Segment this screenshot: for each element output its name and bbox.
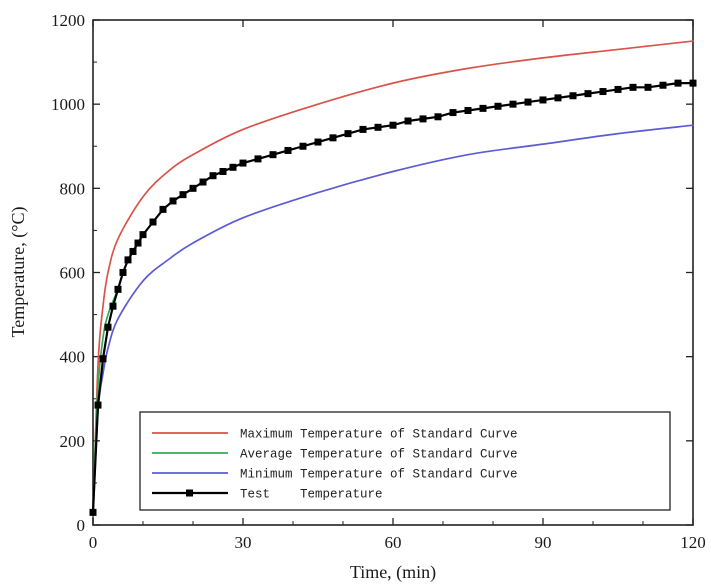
y-tick-label: 800: [60, 179, 86, 198]
test-temperature-point: [569, 92, 577, 100]
y-tick-label: 200: [60, 432, 86, 451]
test-temperature-point: [314, 138, 322, 146]
legend: Maximum Temperature of Standard Curve Ave…: [139, 411, 671, 511]
test-temperature-point: [139, 231, 147, 239]
test-temperature-point: [229, 163, 237, 171]
test-temperature-point: [494, 102, 502, 110]
test-temperature-point: [149, 218, 157, 226]
y-tick-label: 1000: [51, 95, 85, 114]
x-tick-label: 90: [535, 533, 552, 552]
legend-label: Minimum Temperature of Standard Curve: [240, 468, 518, 482]
test-temperature-point: [169, 197, 177, 205]
y-tick-label: 600: [60, 264, 86, 283]
test-temperature-point: [599, 88, 607, 96]
test-temperature-point: [329, 134, 337, 142]
test-temperature-point: [659, 81, 667, 89]
legend-label: Test Temperature: [240, 488, 383, 502]
test-temperature-point: [239, 159, 247, 167]
test-temperature-point: [269, 151, 277, 159]
test-temperature-point: [359, 125, 367, 133]
test-temperature-point: [89, 508, 97, 516]
test-temperature-point: [644, 83, 652, 91]
x-axis-title: Time, (min): [350, 562, 436, 583]
test-temperature-point: [539, 96, 547, 104]
test-temperature-point: [584, 90, 592, 98]
test-temperature-point: [374, 123, 382, 131]
test-temperature-point: [464, 106, 472, 114]
x-tick-label: 120: [680, 533, 706, 552]
y-tick-label: 1200: [51, 11, 85, 30]
test-temperature-point: [94, 401, 102, 409]
test-temperature-point: [404, 117, 412, 125]
test-temperature-point: [254, 155, 262, 163]
test-temperature-point: [524, 98, 532, 106]
test-temperature-point: [449, 109, 457, 117]
test-temperature-point: [509, 100, 517, 108]
y-tick-label: 0: [77, 516, 86, 535]
test-temperature-point: [119, 269, 127, 276]
test-temperature-point: [629, 83, 637, 91]
x-tick-label: 30: [235, 533, 252, 552]
test-temperature-point: [134, 239, 142, 247]
test-temperature-point: [199, 178, 207, 186]
axis-ticks: [92, 19, 694, 526]
test-temperature-point: [344, 130, 352, 138]
markers-layer: [89, 79, 697, 516]
y-tick-label: 400: [60, 348, 86, 367]
y-tick-labels: 0 200 400 600 800 1000 1200: [51, 11, 85, 535]
series-line-maximum-temperature-of-standard-curve: [92, 40, 694, 518]
x-tick-labels: 0 30 60 90 120: [89, 533, 706, 552]
test-temperature-point: [554, 94, 562, 102]
test-temperature-point: [104, 323, 112, 331]
test-temperature-point: [419, 115, 427, 123]
test-temperature-point: [389, 121, 397, 129]
legend-swatch-marker: [186, 489, 193, 497]
test-temperature-point: [114, 285, 122, 293]
legend-label: Maximum Temperature of Standard Curve: [240, 428, 518, 442]
test-temperature-point: [159, 205, 167, 213]
x-tick-label: 0: [89, 533, 98, 552]
test-temperature-point: [124, 256, 132, 264]
series-line-minimum-temperature-of-standard-curve: [92, 124, 694, 518]
test-temperature-point: [219, 168, 227, 175]
test-temperature-point: [479, 104, 487, 112]
x-tick-label: 60: [385, 533, 402, 552]
y-axis-title: Temperature, (°C): [8, 207, 29, 338]
legend-box: [139, 411, 671, 511]
legend-label: Average Temperature of Standard Curve: [240, 448, 518, 462]
test-temperature-point: [689, 79, 697, 87]
test-temperature-point: [129, 247, 137, 255]
test-temperature-point: [189, 184, 197, 192]
test-temperature-point: [434, 113, 442, 121]
test-temperature-point: [179, 191, 187, 199]
test-temperature-point: [209, 172, 217, 180]
test-temperature-point: [99, 355, 107, 363]
test-temperature-point: [109, 302, 117, 310]
test-temperature-point: [284, 146, 292, 154]
test-temperature-point: [614, 85, 622, 93]
test-temperature-point: [674, 79, 682, 87]
test-temperature-point: [299, 142, 307, 150]
